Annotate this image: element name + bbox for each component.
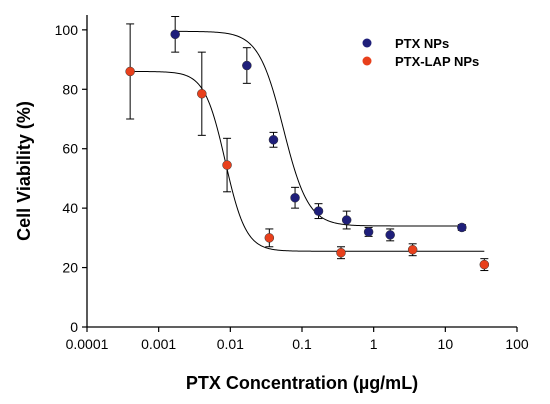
y-tick-label: 40 — [62, 200, 78, 216]
x-tick-label: 0.001 — [141, 336, 176, 352]
data-point-ptx-lap-nps — [222, 160, 232, 170]
x-tick-label: 100 — [505, 336, 529, 352]
data-markers — [125, 15, 490, 272]
legend-label-ptx-nps: PTX NPs — [395, 36, 449, 51]
x-tick-label: 10 — [438, 336, 454, 352]
y-tick-label: 100 — [55, 22, 79, 38]
y-axis-title: Cell Viability (%) — [14, 101, 34, 241]
fit-curve-ptx-lap-nps — [130, 70, 485, 252]
data-point-ptx-nps — [268, 135, 279, 145]
x-ticks: 0.0001 0.001 0.01 0.1 1 10 100 — [66, 327, 529, 352]
data-point-ptx-lap-nps — [407, 244, 418, 255]
data-point-ptx-nps — [170, 29, 180, 40]
legend-marker-ptx-nps — [362, 38, 372, 48]
data-point-ptx-lap-nps — [479, 259, 490, 270]
legend-label-ptx-lap-nps: PTX-LAP NPs — [395, 54, 479, 69]
data-point-ptx-nps — [290, 192, 300, 203]
data-point-ptx-nps — [385, 230, 395, 240]
x-tick-label: 1 — [370, 336, 378, 352]
x-tick-label: 0.1 — [292, 336, 312, 352]
y-ticks: 0 20 40 60 80 100 — [55, 22, 87, 335]
legend-marker-ptx-lap-nps — [362, 56, 372, 66]
data-point-ptx-lap-nps — [197, 88, 207, 99]
x-tick-label: 0.01 — [217, 336, 244, 352]
data-point-ptx-nps — [313, 206, 324, 216]
y-tick-label: 80 — [62, 81, 78, 97]
data-point-ptx-lap-nps — [336, 247, 346, 258]
x-axis-title: PTX Concentration (µg/mL) — [186, 373, 418, 393]
y-tick-label: 60 — [62, 141, 78, 157]
data-point-ptx-nps — [341, 215, 352, 225]
y-tick-label: 20 — [62, 260, 78, 276]
data-point-ptx-nps — [457, 222, 467, 233]
data-point-ptx-lap-nps — [264, 233, 275, 243]
legend: PTX NPs PTX-LAP NPs — [362, 36, 479, 69]
data-point-ptx-nps — [242, 60, 252, 71]
data-point-ptx-lap-nps — [125, 66, 135, 77]
x-tick-label: 0.0001 — [66, 336, 109, 352]
y-tick-label: 0 — [70, 319, 78, 335]
data-point-ptx-nps — [363, 227, 374, 237]
